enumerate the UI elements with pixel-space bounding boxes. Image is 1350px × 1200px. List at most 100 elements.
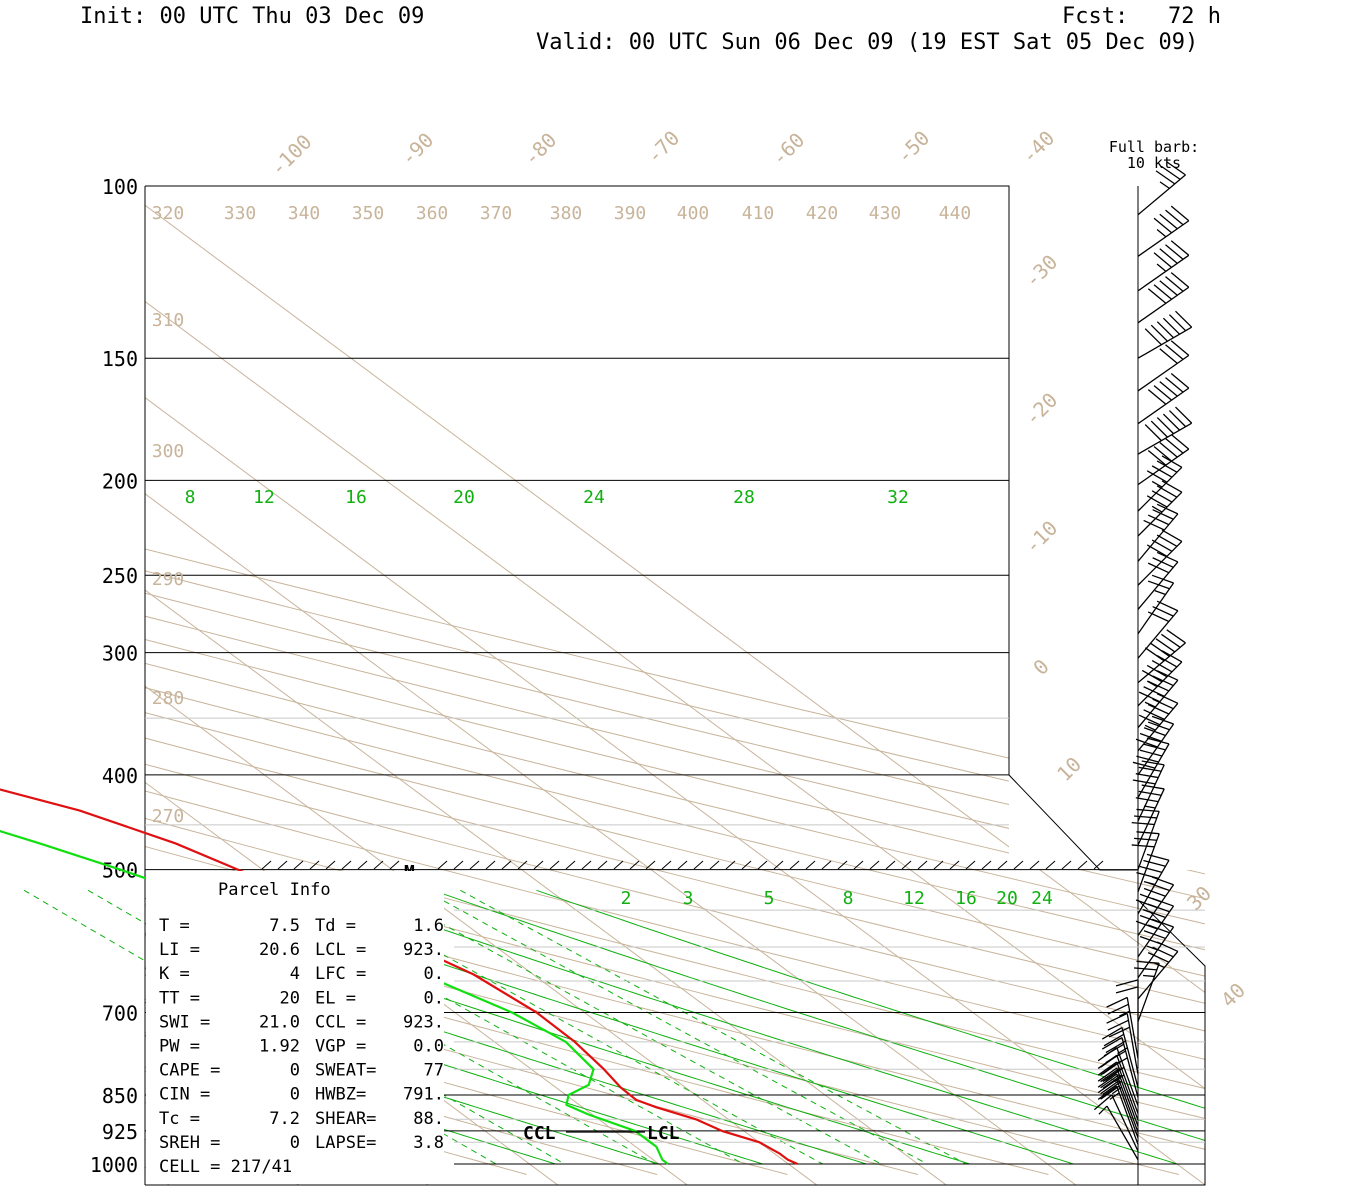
wind-barb xyxy=(1137,600,1179,659)
barb-flag xyxy=(1103,1033,1125,1047)
isotherm xyxy=(145,204,1009,848)
barb-staff xyxy=(1137,884,1175,936)
barb-flag xyxy=(1175,310,1193,328)
barb-flag xyxy=(1151,897,1174,907)
hatch-tick xyxy=(1045,860,1056,870)
hatch-tick xyxy=(677,860,688,870)
barb-flag xyxy=(1100,1067,1120,1083)
barb-staff xyxy=(1126,1013,1139,1075)
wind-barb xyxy=(1135,715,1175,776)
barb-flag xyxy=(1143,743,1166,751)
parcel-label-right: LFC = xyxy=(315,964,366,984)
barb-flag xyxy=(1159,381,1178,397)
parcel-label-right: VGP = xyxy=(315,1037,366,1057)
barb-flag xyxy=(1097,1054,1118,1069)
parcel-label-left: T = xyxy=(159,916,190,936)
hatch-tick xyxy=(949,860,960,870)
wind-barb xyxy=(1137,406,1193,455)
mixing-ratio-line xyxy=(460,889,967,1165)
barb-flag xyxy=(1115,986,1139,994)
barb-flag xyxy=(1108,1026,1130,1038)
barb-staff xyxy=(1137,661,1183,707)
theta-label: 400 xyxy=(677,203,710,224)
hatch-tick xyxy=(565,860,576,870)
hatch-tick xyxy=(789,860,800,870)
isotherm xyxy=(145,300,912,870)
hatch-tick xyxy=(885,860,896,870)
hatch-tick xyxy=(613,860,624,870)
hatch-tick xyxy=(517,860,528,870)
wind-barb xyxy=(1098,1105,1139,1161)
wind-barb xyxy=(1132,737,1170,798)
isotherm xyxy=(521,870,948,1185)
barb-flag xyxy=(1146,737,1170,745)
parcel-label-left: Tc = xyxy=(159,1109,200,1129)
barb-note-line2: 10 kts xyxy=(1127,154,1181,172)
isotherm xyxy=(145,397,782,870)
theta-label: 380 xyxy=(550,203,583,224)
barb-flag xyxy=(1147,952,1170,963)
barb-flag xyxy=(1147,680,1170,692)
barb-flag xyxy=(1153,252,1173,268)
barb-flag xyxy=(1101,1037,1123,1050)
barb-staff xyxy=(1121,1037,1139,1098)
mixing-ratio-label: 24 xyxy=(1031,888,1053,909)
barb-flag xyxy=(1147,611,1170,623)
barb-staff xyxy=(1137,743,1170,798)
barb-flag xyxy=(1151,876,1174,886)
parcel-value-right: 1.6 xyxy=(413,916,444,936)
dry-adiabat xyxy=(442,870,1205,1060)
hatch-tick xyxy=(997,860,1008,870)
hatch-tick xyxy=(597,860,608,870)
barb-flag xyxy=(1156,693,1179,704)
barb-flag xyxy=(1138,790,1162,796)
wind-barb xyxy=(1137,529,1183,586)
wind-barb xyxy=(1137,433,1190,486)
barb-flag xyxy=(1151,715,1174,725)
barb-staff xyxy=(1137,905,1175,958)
barb-flag xyxy=(1136,755,1159,763)
pressure-tick-label: 300 xyxy=(102,642,138,666)
theta-label: 310 xyxy=(152,310,185,331)
barb-flag xyxy=(1146,853,1170,861)
barb-flag xyxy=(1147,903,1170,913)
barb-flag xyxy=(1170,373,1190,389)
isotherm-label: -10 xyxy=(1020,516,1063,559)
isotherm xyxy=(909,870,1205,1090)
barb-flag xyxy=(1151,465,1173,478)
barb-flag xyxy=(1107,1003,1129,1015)
wind-barb xyxy=(1115,979,1139,1042)
parcel-label-left: PW = xyxy=(159,1037,200,1057)
hatch-tick xyxy=(1013,860,1024,870)
hatch-tick xyxy=(1029,860,1040,870)
barb-flag xyxy=(1115,979,1139,987)
barb-flag xyxy=(1156,534,1178,547)
barb-staff xyxy=(1116,1055,1139,1114)
barb-staff xyxy=(1116,1067,1139,1127)
pressure-tick-label: 250 xyxy=(102,564,138,588)
barb-flag xyxy=(1153,385,1173,401)
barb-staff xyxy=(1137,354,1190,392)
wind-barb xyxy=(1137,670,1179,729)
barb-flag xyxy=(1101,1026,1123,1040)
hatch-tick xyxy=(693,860,704,870)
barb-flag xyxy=(1159,213,1178,230)
hatch-tick xyxy=(325,860,336,870)
barb-flag xyxy=(1170,240,1190,256)
barb-flag xyxy=(1147,580,1170,590)
barb-staff xyxy=(1137,174,1186,216)
valid-time: Valid: 00 UTC Sun 06 Dec 09 (19 EST Sat … xyxy=(536,30,1199,55)
barb-flag xyxy=(1139,865,1163,873)
barb-flag xyxy=(1156,485,1178,498)
hatch-tick xyxy=(725,860,736,870)
isotherm-label: -50 xyxy=(892,126,935,169)
barb-flag xyxy=(1141,669,1163,683)
barb-flag xyxy=(1170,433,1190,450)
barb-flag xyxy=(1165,244,1184,260)
barb-half-flag xyxy=(1143,974,1155,978)
hatch-tick xyxy=(277,860,288,870)
wind-barb xyxy=(1137,480,1183,537)
parcel-value-left: 0 xyxy=(290,1061,300,1081)
hatch-tick xyxy=(709,860,720,870)
